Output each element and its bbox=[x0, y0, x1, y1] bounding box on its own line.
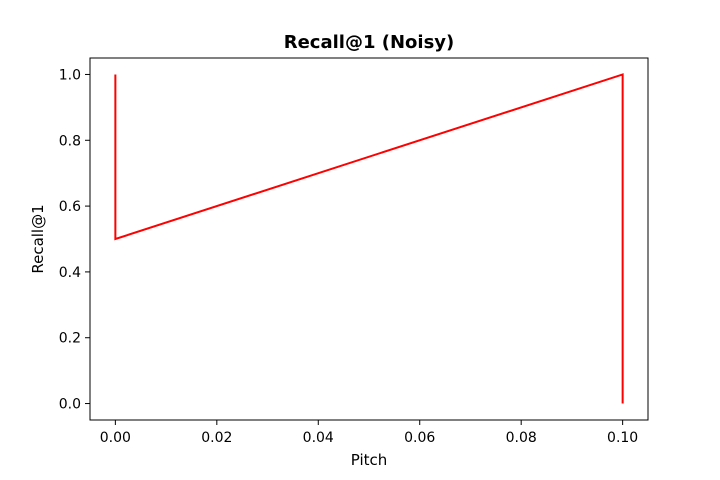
x-tick-label: 0.08 bbox=[506, 430, 537, 446]
y-tick-label: 1.0 bbox=[59, 67, 81, 83]
y-tick-label: 0.8 bbox=[59, 133, 81, 149]
x-axis-label: Pitch bbox=[351, 451, 388, 469]
x-axis-ticks: 0.00 0.02 0.04 0.06 0.08 0.10 bbox=[100, 420, 638, 446]
plot-area bbox=[89, 57, 649, 421]
x-tick-label: 0.04 bbox=[303, 430, 334, 446]
chart-title: Recall@1 (Noisy) bbox=[284, 32, 455, 53]
series-line-0 bbox=[114, 73, 624, 404]
x-tick-label: 0.00 bbox=[100, 430, 131, 446]
axes-frame bbox=[89, 57, 649, 421]
y-tick-label: 0.2 bbox=[59, 331, 81, 347]
x-tick-label: 0.06 bbox=[404, 430, 435, 446]
y-tick-label: 0.6 bbox=[59, 199, 81, 215]
y-axis-label: Recall@1 bbox=[29, 204, 47, 273]
y-tick-label: 0.0 bbox=[59, 397, 81, 413]
y-tick-label: 0.4 bbox=[59, 265, 81, 281]
x-tick-label: 0.10 bbox=[607, 430, 638, 446]
series-layer bbox=[114, 73, 624, 404]
y-axis-ticks: 0.0 0.2 0.4 0.6 0.8 1.0 bbox=[59, 67, 90, 413]
x-tick-label: 0.02 bbox=[201, 430, 232, 446]
